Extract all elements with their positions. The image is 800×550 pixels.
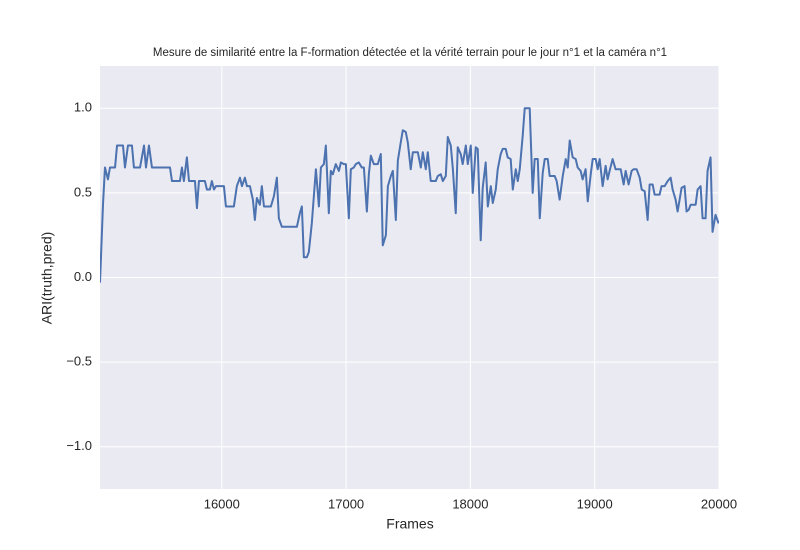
x-axis-label: Frames <box>386 516 433 532</box>
y-tick-label: −0.5 <box>66 354 92 369</box>
x-tick-label: 17000 <box>328 496 364 511</box>
y-axis-label: ARI(truth,pred) <box>39 232 55 325</box>
x-tick-label: 18000 <box>452 496 488 511</box>
data-line <box>100 107 719 283</box>
y-tick-label: 1.0 <box>74 100 92 115</box>
y-tick-label: 0.0 <box>74 269 92 284</box>
x-tick-label: 20000 <box>701 496 737 511</box>
x-tick-label: 19000 <box>577 496 613 511</box>
chart-title: Mesure de similarité entre la F-formatio… <box>153 47 667 59</box>
x-tick-label: 16000 <box>204 496 240 511</box>
y-tick-label: 0.5 <box>74 184 92 199</box>
y-tick-label: −1.0 <box>66 438 92 453</box>
